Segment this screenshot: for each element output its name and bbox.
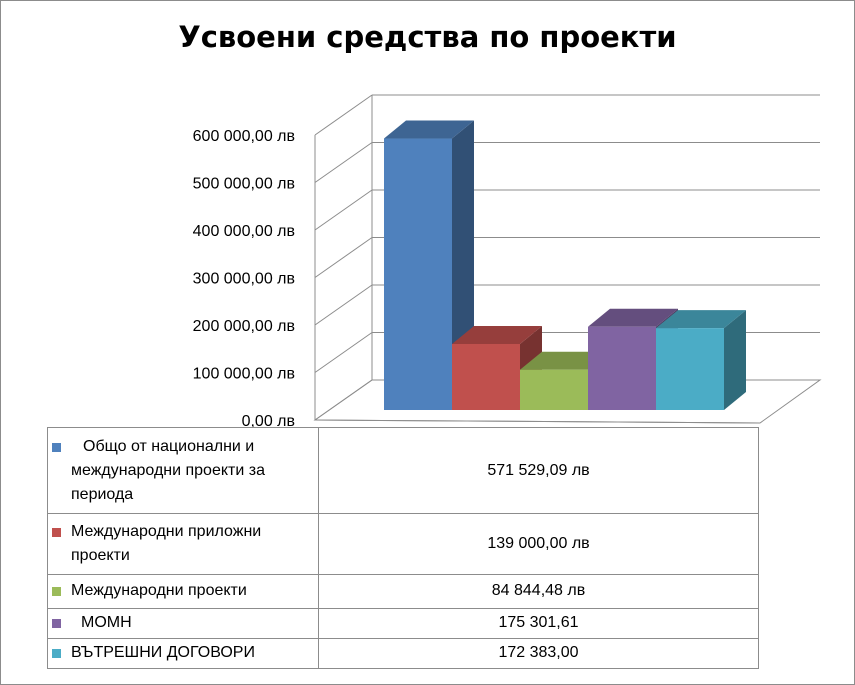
table-row: Международни проекти 84 844,48 лв (47, 573, 759, 609)
legend-swatch (52, 619, 61, 629)
value-cell: 139 000,00 лв (318, 513, 759, 575)
bar (656, 328, 724, 410)
series-name-cell: ВЪТРЕШНИ ДОГОВОРИ (47, 637, 319, 670)
bar (384, 138, 452, 410)
table-row: Международни приложни проекти 139 000,00 … (47, 513, 759, 575)
legend-swatch (52, 587, 61, 597)
bar-top (384, 120, 474, 139)
floor-front-edge (314, 419, 761, 424)
side-gridline (314, 332, 373, 373)
series-name: Международни проекти (71, 582, 247, 600)
table-row: ВЪТРЕШНИ ДОГОВОРИ 172 383,00 (47, 637, 759, 670)
side-gridline (314, 189, 373, 231)
bar-top (588, 308, 678, 327)
series-name: МОМН (81, 614, 132, 632)
series-name: ВЪТРЕШНИ ДОГОВОРИ (71, 644, 255, 662)
value-cell: 175 301,61 (318, 607, 759, 639)
series-name: Международни приложни проекти (71, 522, 262, 564)
y-tick-label: 600 000,00 лв (193, 128, 295, 145)
chart-title: Усвоени средства по проекти (178, 20, 677, 54)
bar-top (656, 310, 746, 329)
side-gridline (314, 237, 373, 278)
series-name: Общо от национални и международни проект… (71, 437, 265, 503)
series-name-cell: Международни приложни проекти (47, 513, 319, 575)
y-tick-label: 500 000,00 лв (193, 176, 295, 193)
y-tick-label: 200 000,00 лв (193, 318, 295, 335)
value-cell: 571 529,09 лв (318, 426, 759, 515)
y-tick-label: 0,00 лв (242, 413, 295, 430)
bar (452, 343, 520, 410)
side-gridline (314, 142, 373, 183)
series-name-cell: МОМН (47, 607, 319, 639)
legend-swatch (52, 527, 61, 537)
series-name-cell: Общо от национални и международни проект… (47, 426, 319, 515)
bar (588, 326, 656, 410)
y-tick-label: 400 000,00 лв (193, 223, 295, 240)
table-row: МОМН 175 301,61 (47, 607, 759, 639)
value-cell: 84 844,48 лв (318, 573, 759, 609)
y-tick-label: 300 000,00 лв (193, 271, 295, 288)
value-cell: 172 383,00 (318, 637, 759, 670)
data-table: Общо от национални и международни проект… (47, 426, 759, 670)
bar-top (520, 351, 610, 370)
bar-side (724, 310, 746, 410)
side-gridline (314, 94, 373, 136)
bar (520, 369, 588, 410)
legend-swatch (52, 442, 61, 452)
table-row: Общо от национални и международни проект… (47, 426, 759, 515)
side-gridline (314, 284, 373, 326)
series-name-cell: Международни проекти (47, 573, 319, 609)
y-tick-label: 100 000,00 лв (193, 366, 295, 383)
legend-swatch (52, 649, 61, 659)
bar-top (452, 325, 542, 344)
